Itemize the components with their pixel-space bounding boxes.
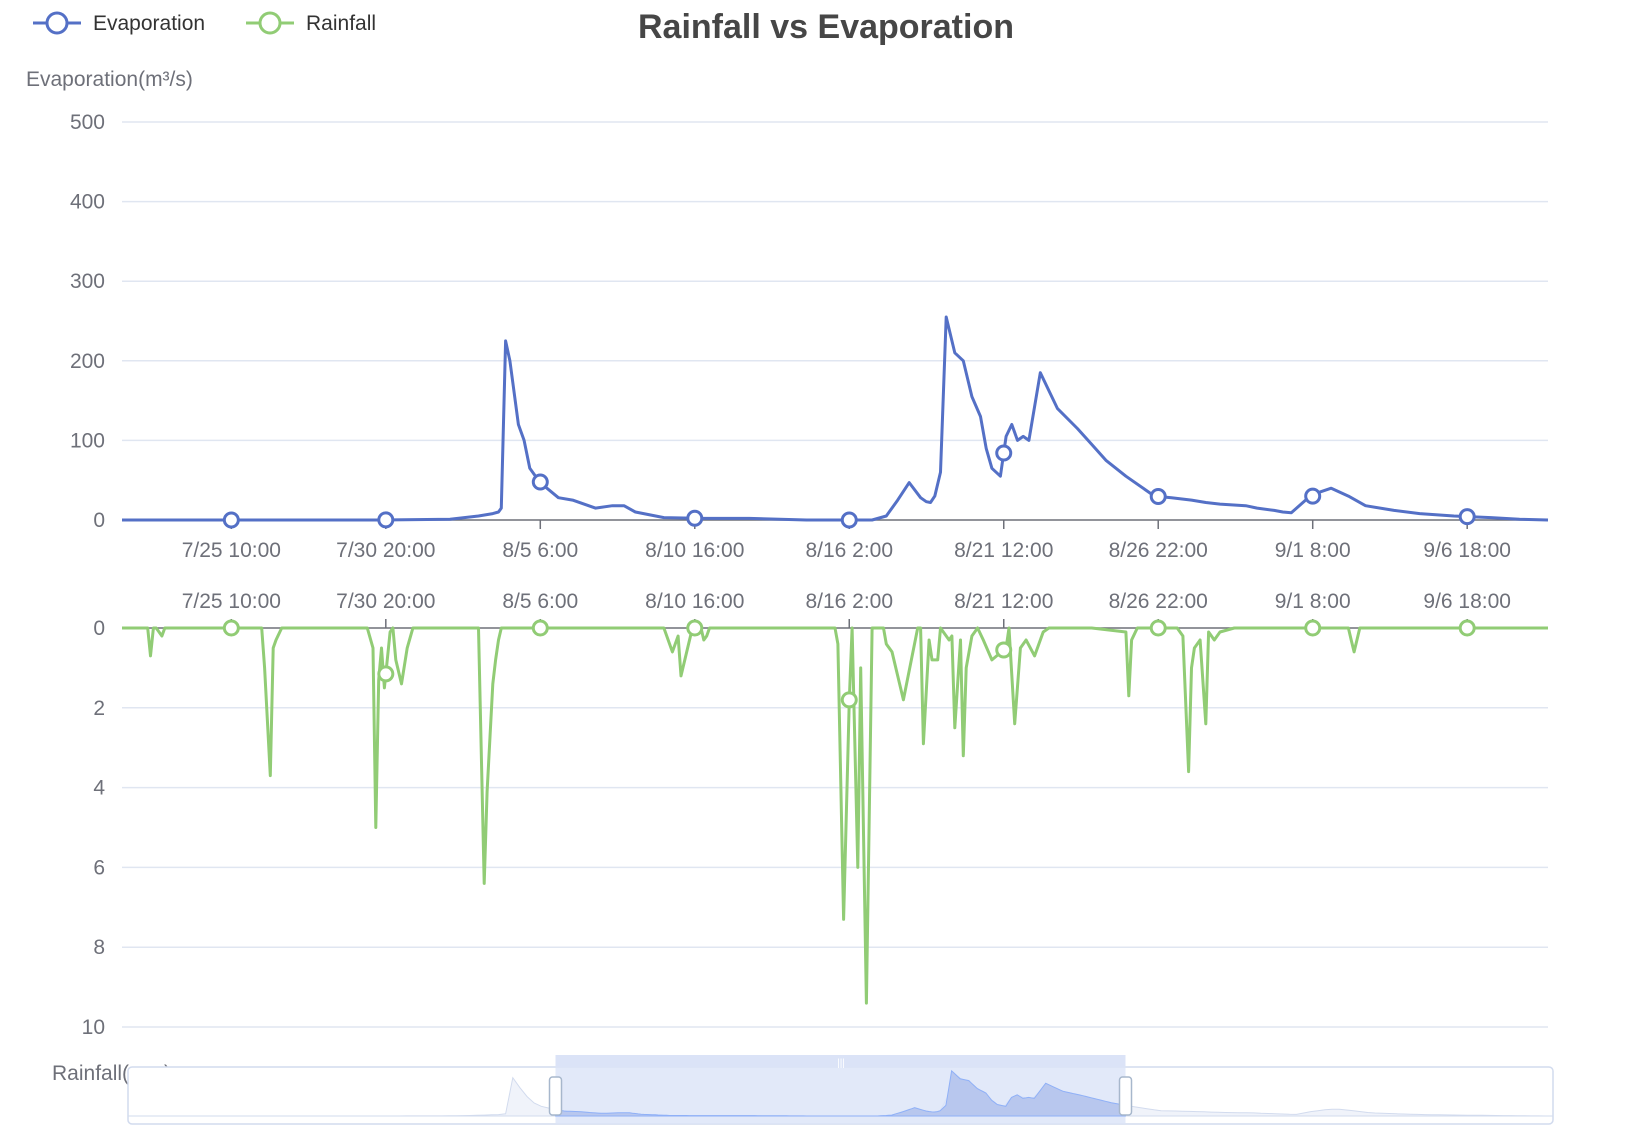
data-point bbox=[995, 641, 1013, 659]
y-tick-label: 500 bbox=[70, 111, 105, 134]
x-tick-label: 7/25 10:00 bbox=[182, 539, 281, 562]
top-y-axis: 0 100 200 300 400 500 bbox=[70, 111, 105, 532]
data-zoom-handle-left[interactable] bbox=[548, 1076, 563, 1116]
data-point bbox=[1458, 619, 1476, 637]
circle-line-icon bbox=[45, 11, 69, 35]
bottom-grid bbox=[122, 627, 1548, 1028]
x-tick-label: 8/16 2:00 bbox=[805, 539, 893, 562]
x-tick-label: 8/5 6:00 bbox=[502, 590, 578, 613]
data-point bbox=[840, 691, 858, 709]
x-tick-label: 8/10 16:00 bbox=[645, 590, 744, 613]
y-tick-label: 200 bbox=[70, 350, 105, 373]
data-zoom-move-handle[interactable] bbox=[555, 1055, 1126, 1067]
series-line-evaporation bbox=[122, 315, 1549, 522]
chart-title: Rainfall vs Evaporation bbox=[638, 8, 1014, 46]
x-tick-label: 8/26 22:00 bbox=[1109, 590, 1208, 613]
data-point bbox=[1304, 487, 1322, 505]
data-point bbox=[1304, 619, 1322, 637]
data-point bbox=[222, 511, 240, 529]
bottom-x-axis: 7/25 10:00 7/30 20:00 8/5 6:00 8/10 16:00 8/… bbox=[182, 590, 1511, 628]
y-tick-label: 300 bbox=[70, 270, 105, 293]
x-tick-label: 9/1 8:00 bbox=[1275, 590, 1351, 613]
y-tick-label: 6 bbox=[93, 856, 105, 879]
data-point bbox=[377, 665, 395, 683]
top-grid bbox=[122, 121, 1548, 521]
x-tick-label: 7/30 20:00 bbox=[336, 590, 435, 613]
top-axis-name: Evaporation(m³/s) bbox=[26, 68, 193, 91]
legend-label-evaporation: Evaporation bbox=[93, 12, 205, 35]
data-zoom-handle-right[interactable] bbox=[1118, 1076, 1133, 1116]
x-tick-label: 7/30 20:00 bbox=[336, 539, 435, 562]
y-tick-label: 0 bbox=[93, 617, 105, 640]
data-point bbox=[1458, 508, 1476, 526]
series-points-evaporation bbox=[222, 444, 1476, 529]
circle-line-icon bbox=[258, 11, 282, 35]
x-tick-label: 9/6 18:00 bbox=[1423, 539, 1511, 562]
x-tick-label: 7/25 10:00 bbox=[182, 590, 281, 613]
legend-item-rainfall[interactable]: Rainfall bbox=[246, 11, 376, 35]
legend-label-rainfall: Rainfall bbox=[306, 12, 376, 35]
x-tick-label: 8/10 16:00 bbox=[645, 539, 744, 562]
y-tick-label: 0 bbox=[93, 509, 105, 532]
data-point bbox=[531, 473, 549, 491]
data-point bbox=[995, 444, 1013, 462]
top-x-axis: 7/25 10:00 7/30 20:00 8/5 6:00 8/10 16:00 8/… bbox=[182, 520, 1511, 562]
x-tick-label: 8/21 12:00 bbox=[954, 539, 1053, 562]
data-point bbox=[1149, 619, 1167, 637]
x-tick-label: 8/21 12:00 bbox=[954, 590, 1053, 613]
x-tick-label: 8/16 2:00 bbox=[805, 590, 893, 613]
y-tick-label: 10 bbox=[82, 1016, 105, 1039]
legend: Evaporation Rainfall bbox=[33, 11, 376, 35]
x-tick-label: 8/26 22:00 bbox=[1109, 539, 1208, 562]
data-point bbox=[1149, 487, 1167, 505]
x-tick-label: 9/6 18:00 bbox=[1423, 590, 1511, 613]
data-point bbox=[686, 509, 704, 527]
legend-item-evaporation[interactable]: Evaporation bbox=[33, 11, 205, 35]
series-points-rainfall bbox=[222, 619, 1476, 709]
grip-icon: ||| bbox=[837, 1058, 845, 1069]
data-point bbox=[686, 619, 704, 637]
bottom-y-axis: 0 2 4 6 8 10 bbox=[82, 617, 106, 1039]
y-tick-label: 400 bbox=[70, 191, 105, 214]
y-tick-label: 2 bbox=[93, 697, 105, 720]
y-tick-label: 4 bbox=[93, 777, 105, 800]
data-point bbox=[377, 511, 395, 529]
data-point bbox=[222, 619, 240, 637]
x-tick-label: 9/1 8:00 bbox=[1275, 539, 1351, 562]
data-point bbox=[840, 511, 858, 529]
data-point bbox=[531, 619, 549, 637]
y-tick-label: 100 bbox=[70, 429, 105, 452]
data-zoom-slider[interactable]: ||| bbox=[127, 1055, 1554, 1125]
x-tick-label: 8/5 6:00 bbox=[502, 539, 578, 562]
y-tick-label: 8 bbox=[93, 936, 105, 959]
data-zoom-preview-selected bbox=[555, 1069, 1126, 1117]
